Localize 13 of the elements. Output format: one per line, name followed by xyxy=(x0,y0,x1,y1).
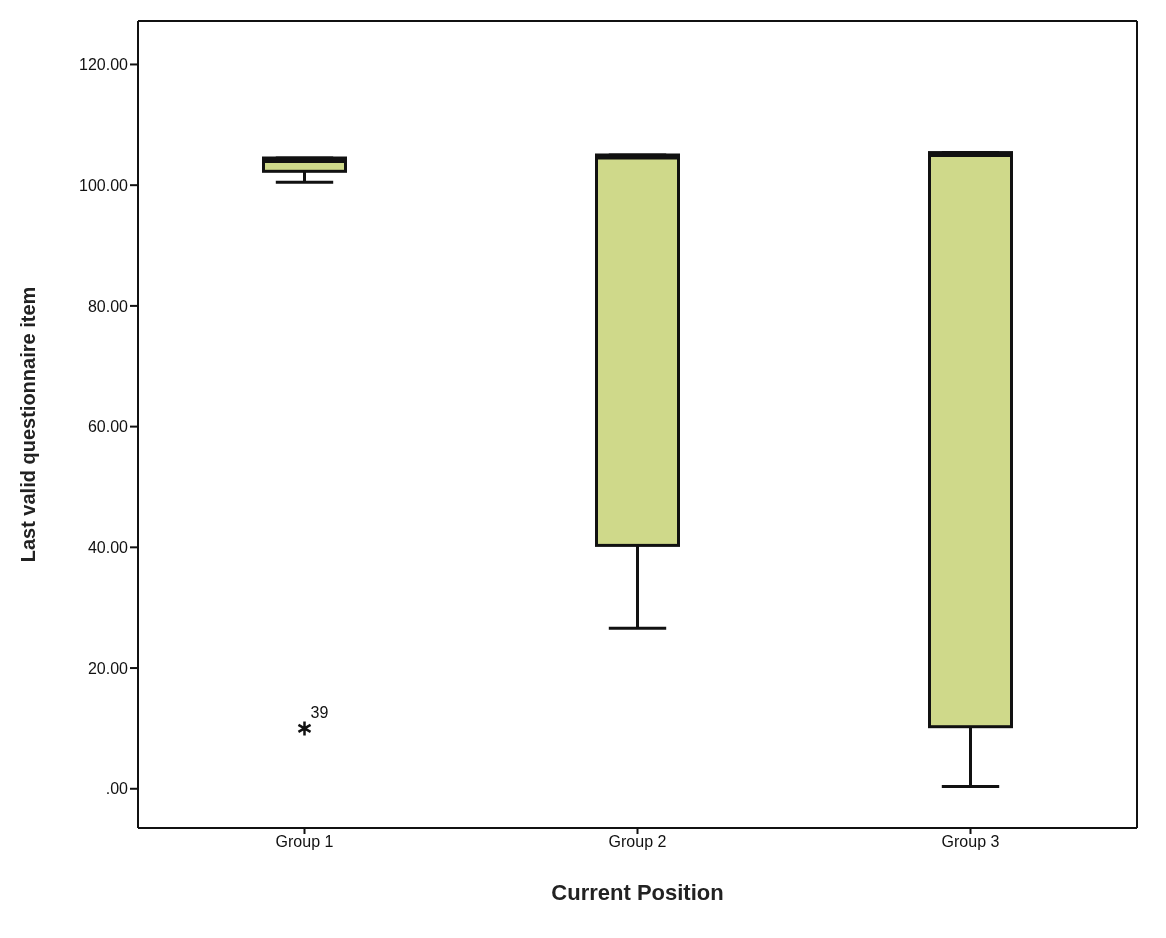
y-tick-label: .00 xyxy=(105,780,129,798)
y-tick-label: 120.00 xyxy=(79,56,129,74)
x-axis-title: Current Position xyxy=(551,880,724,905)
y-tick-label: 20.00 xyxy=(87,659,129,677)
y-tick-label: 60.00 xyxy=(87,418,129,436)
y-tick-label: 80.00 xyxy=(87,297,129,315)
y-tick-label: 40.00 xyxy=(87,539,129,557)
y-axis-title: Last valid questionnaire item xyxy=(17,286,40,563)
x-tick-label: Group 3 xyxy=(941,833,1000,851)
x-tick-label: Group 1 xyxy=(275,833,334,851)
y-tick-label: 100.00 xyxy=(79,176,129,194)
annotation: 39 xyxy=(310,704,329,722)
x-tick-label: Group 2 xyxy=(608,833,667,851)
